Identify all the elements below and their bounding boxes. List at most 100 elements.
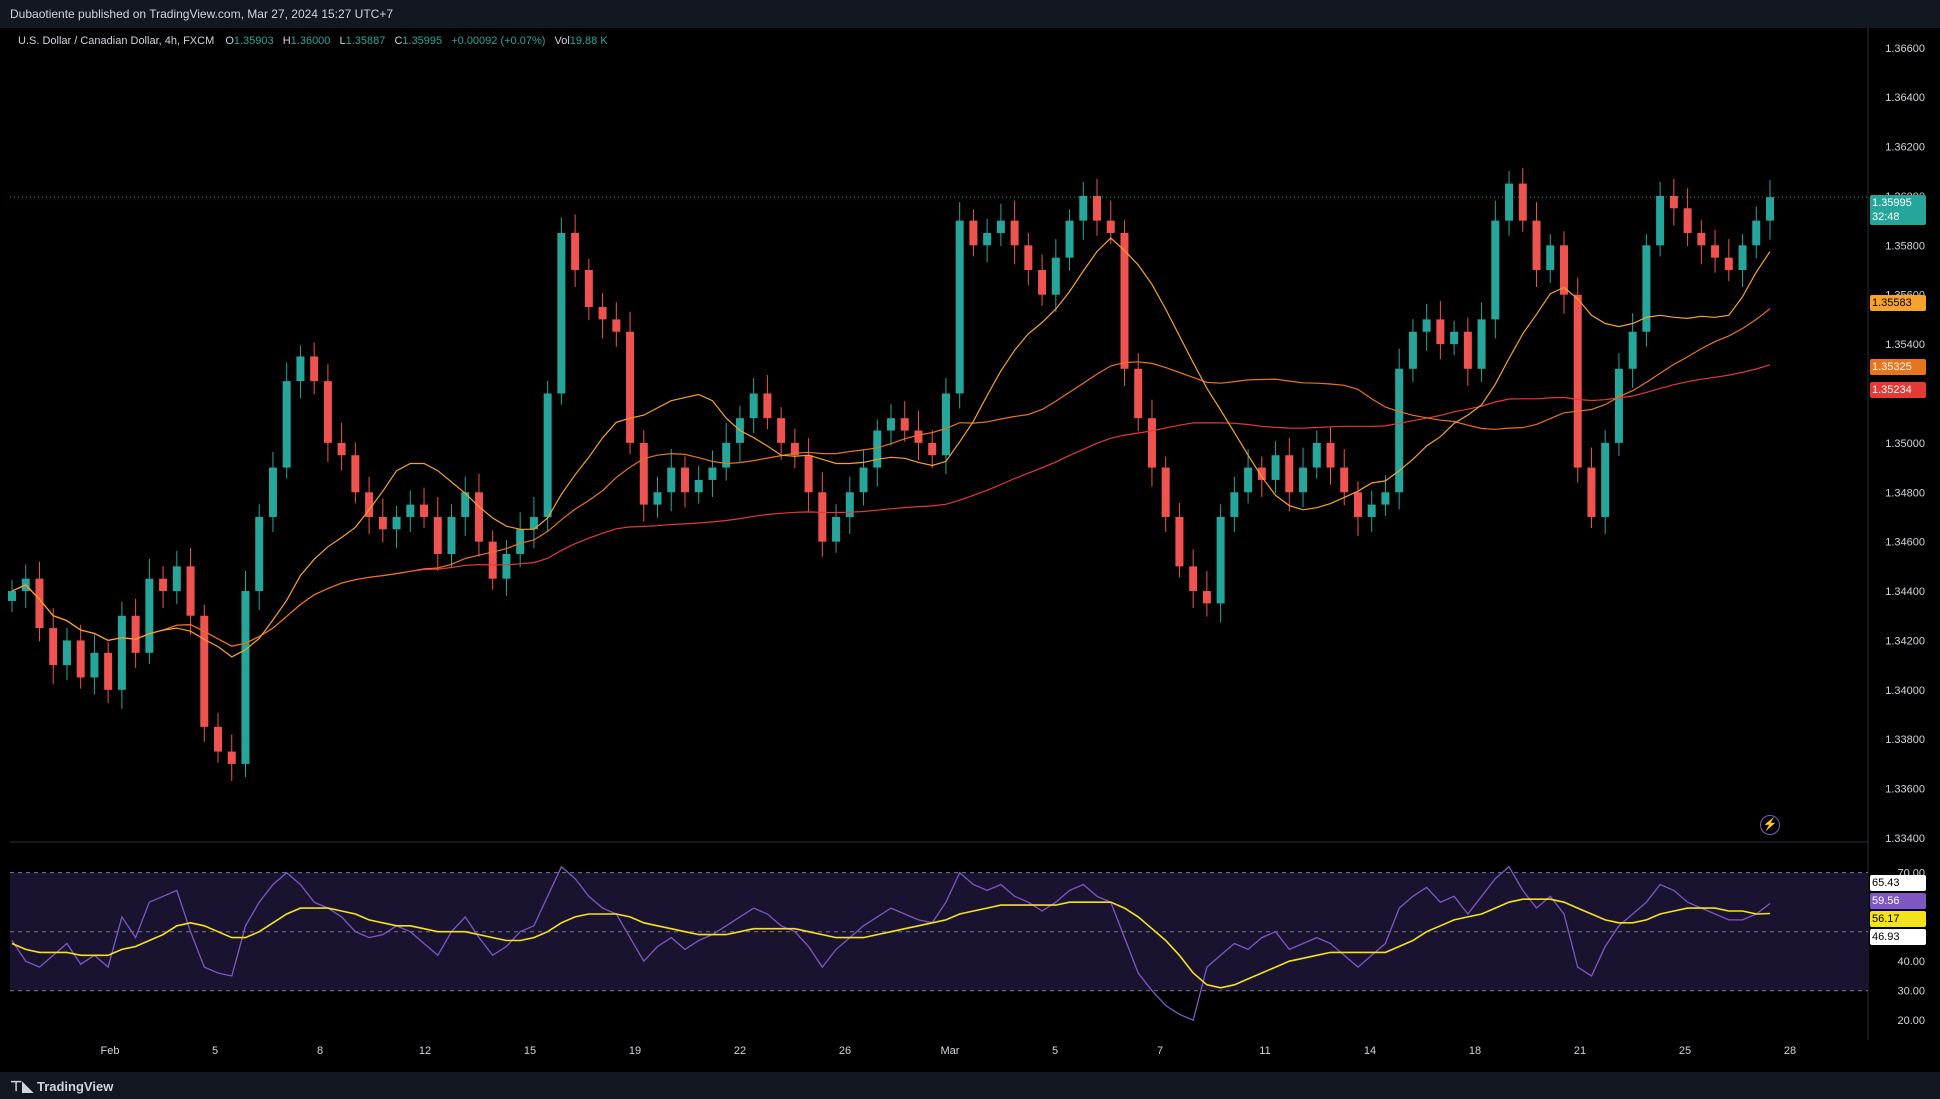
candle-body <box>1038 270 1047 295</box>
rsi-tick-label: 20.00 <box>1897 1015 1925 1027</box>
candle-body <box>1093 195 1102 221</box>
candle-body <box>1326 442 1335 468</box>
candle-body <box>832 516 841 542</box>
candle-body <box>117 615 126 690</box>
candle-body <box>763 393 772 419</box>
tradingview-logo[interactable]: ⊤◣ TradingView <box>10 1078 113 1095</box>
footer-bar: ⊤◣ TradingView <box>0 1072 1940 1099</box>
candle-body <box>1161 467 1170 517</box>
candle-body <box>159 578 168 592</box>
candle-body <box>777 418 786 443</box>
close-label: C <box>394 35 403 47</box>
open-value: 1.35903 <box>233 35 274 47</box>
date-tick-label: 15 <box>524 1045 536 1057</box>
candle-body <box>1463 331 1472 369</box>
close-value: 1.35995 <box>402 35 443 47</box>
candle-body <box>241 591 250 764</box>
price-tick-label: 1.33600 <box>1885 784 1925 796</box>
candle-body <box>145 578 154 653</box>
candle-body <box>955 220 964 394</box>
candle-body <box>1353 492 1362 517</box>
date-tick-label: 26 <box>839 1045 851 1057</box>
candle-body <box>433 516 442 555</box>
date-tick-label: 11 <box>1259 1045 1270 1057</box>
date-tick-label: 28 <box>1784 1045 1796 1057</box>
candle-body <box>131 615 140 653</box>
date-tick-label: 19 <box>629 1045 641 1057</box>
volume-label: Vol <box>554 35 570 47</box>
candle-body <box>104 652 113 690</box>
candle-body <box>1147 418 1156 468</box>
candle-body <box>1244 467 1253 493</box>
candle-body <box>1518 183 1527 221</box>
price-tick-label: 1.36600 <box>1885 43 1925 55</box>
candle-body <box>1202 591 1211 604</box>
candle-body <box>804 455 813 493</box>
tv-logo-icon: ⊤◣ <box>10 1078 33 1094</box>
candle-body <box>1010 220 1019 246</box>
candle-body <box>1106 220 1115 233</box>
candle-body <box>186 566 195 616</box>
candle-body <box>584 270 593 308</box>
price-tick-label: 1.35800 <box>1885 240 1925 252</box>
date-tick-label: 14 <box>1364 1045 1376 1057</box>
ma-mid-tag: 1.35325 <box>1870 359 1926 375</box>
candle-body <box>392 516 401 530</box>
chart-canvas[interactable]: 1.33400 1.33600 1.33800 1.34000 1.34200 1.344… <box>0 0 1940 1072</box>
publisher-text: Dubaotiente published on TradingView.com… <box>10 7 394 21</box>
candle-body <box>1299 467 1308 493</box>
candle-body <box>461 492 470 517</box>
candle-body <box>1367 504 1376 517</box>
symbol-name[interactable]: U.S. Dollar / Canadian Dollar, 4h, FXCM <box>18 35 215 47</box>
candle-body <box>1546 245 1555 271</box>
rsi-line <box>11 865 1771 1022</box>
bar-countdown: 32:48 <box>1872 211 1900 223</box>
price-tick-label: 1.34600 <box>1885 537 1925 549</box>
candle-body <box>680 467 689 493</box>
candle-body <box>818 492 827 542</box>
candle-body <box>365 492 374 517</box>
candle-body <box>667 467 676 493</box>
candle-body <box>1697 232 1706 246</box>
rsi-lower-tag: 46.93 <box>1870 929 1926 945</box>
rsi-upper-tag: 65.43 <box>1870 875 1926 891</box>
candle-body <box>1408 331 1417 369</box>
candle-body <box>1340 467 1349 493</box>
candle-body <box>1532 220 1541 271</box>
candle-body <box>1134 368 1143 419</box>
candle-body <box>653 492 662 505</box>
candle-body <box>1079 195 1088 221</box>
price-tick-label: 1.35000 <box>1885 438 1925 450</box>
lightning-icon[interactable]: ⚡ <box>1760 815 1780 835</box>
candle-body <box>1285 455 1294 493</box>
candle-body <box>1189 566 1198 592</box>
candle-body <box>1656 195 1665 246</box>
high-label: H <box>282 35 291 47</box>
candle-body <box>1752 220 1761 246</box>
price-tick-label: 1.34400 <box>1885 586 1925 598</box>
candle-body <box>447 516 456 555</box>
candle-body <box>296 356 305 382</box>
candle-body <box>543 393 552 517</box>
price-tick-label: 1.36400 <box>1885 92 1925 104</box>
date-tick-label: 5 <box>1052 1045 1058 1057</box>
candle-body <box>928 442 937 456</box>
date-tick-label: Mar <box>941 1045 960 1057</box>
candle-body <box>887 418 895 431</box>
candle-body <box>337 442 346 456</box>
candle-body <box>1724 257 1733 271</box>
ma-slow-tag: 1.35234 <box>1870 382 1926 398</box>
change-value: +0.00092 (+0.07%) <box>451 35 546 47</box>
candle-body <box>1065 220 1074 258</box>
candle-body <box>1312 442 1321 468</box>
symbol-legend: U.S. Dollar / Canadian Dollar, 4h, FXCM … <box>18 35 614 47</box>
candle-body <box>1450 331 1459 345</box>
candle-body <box>639 442 648 505</box>
candle-body <box>35 578 44 629</box>
candle-body <box>873 430 882 468</box>
date-tick-label: 22 <box>734 1045 746 1057</box>
candle-body <box>1271 455 1280 480</box>
candle-body <box>1230 492 1239 517</box>
candle-body <box>598 307 607 320</box>
volume-value: 19.88 K <box>569 35 608 47</box>
